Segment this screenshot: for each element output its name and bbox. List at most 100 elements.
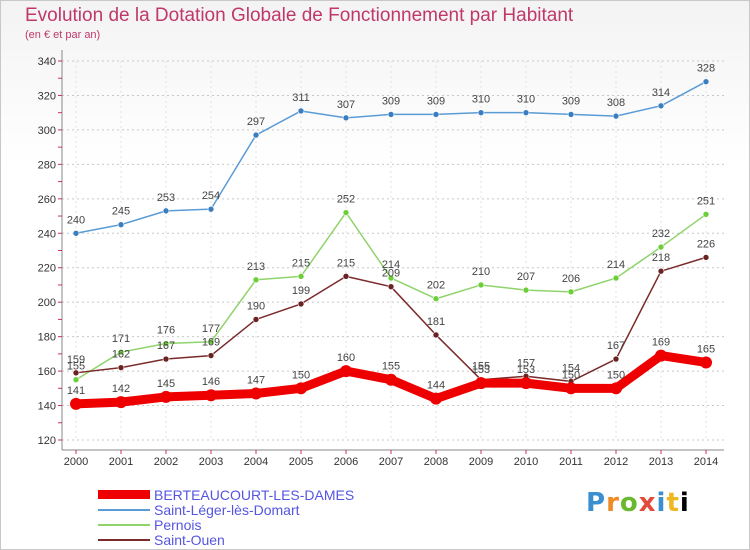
data-label: 176: [157, 325, 175, 337]
data-label: 147: [247, 374, 265, 386]
data-label: 215: [292, 257, 310, 269]
logo-letter: P: [586, 488, 607, 518]
legend-label-saint-leger: Saint-Léger-lès-Domart: [154, 501, 300, 518]
data-label: 206: [562, 273, 580, 285]
data-label: 167: [157, 340, 175, 352]
x-tick-label: 2012: [604, 456, 628, 468]
y-tick-label: 140: [38, 401, 56, 413]
data-label: 308: [607, 97, 625, 109]
data-label: 253: [157, 192, 175, 204]
data-point: [70, 397, 82, 410]
data-point: [430, 392, 442, 405]
data-label: 245: [112, 206, 130, 218]
data-point: [207, 205, 215, 213]
data-point: [297, 273, 305, 280]
data-label: 215: [337, 257, 355, 269]
data-point: [477, 109, 485, 116]
data-point: [612, 274, 620, 282]
x-tick-label: 2001: [109, 456, 133, 468]
y-tick-label: 120: [38, 435, 56, 447]
data-point: [250, 387, 262, 400]
x-tick-label: 2002: [154, 456, 178, 468]
data-label: 251: [697, 195, 715, 207]
data-label: 202: [427, 280, 445, 292]
data-point: [160, 390, 172, 403]
y-tick-label: 280: [38, 159, 56, 171]
data-point: [207, 352, 215, 359]
data-label: 155: [382, 361, 400, 373]
data-label: 214: [382, 259, 400, 271]
chart-subtitle: (en € et par an): [25, 29, 101, 41]
data-label: 314: [652, 87, 670, 99]
y-tick-label: 300: [38, 125, 56, 137]
y-tick-label: 240: [38, 228, 56, 240]
legend-swatch-saint-ouen: [98, 538, 150, 541]
data-label: 240: [67, 214, 85, 226]
data-label: 165: [697, 343, 715, 355]
data-label: 190: [247, 300, 265, 312]
data-point: [657, 102, 665, 110]
x-tick-label: 2004: [244, 456, 268, 468]
data-point: [295, 382, 307, 395]
data-label: 232: [652, 228, 670, 240]
data-label: 142: [112, 383, 130, 395]
data-label: 150: [607, 369, 625, 381]
data-label: 218: [652, 252, 670, 264]
data-label: 141: [67, 385, 85, 397]
data-label: 167: [607, 340, 625, 352]
data-point: [657, 267, 665, 275]
data-point: [252, 131, 260, 139]
data-label: 159: [67, 354, 85, 366]
data-point: [567, 288, 575, 296]
data-point: [252, 276, 260, 284]
data-label: 169: [202, 337, 220, 349]
x-tick-label: 2010: [514, 456, 538, 468]
data-point: [612, 355, 620, 363]
data-point: [252, 316, 260, 323]
data-label: 146: [202, 376, 220, 388]
data-label: 252: [337, 194, 355, 206]
data-point: [117, 364, 125, 371]
logo-letter: o: [619, 488, 639, 518]
data-point: [117, 348, 125, 356]
data-point: [115, 396, 127, 409]
data-point: [205, 389, 217, 402]
data-point: [385, 373, 397, 386]
data-label: 309: [562, 95, 580, 107]
y-tick-label: 200: [38, 297, 56, 309]
data-point: [387, 111, 395, 118]
data-label: 153: [517, 364, 535, 376]
data-label: 181: [427, 316, 445, 328]
data-label: 226: [697, 238, 715, 250]
data-label: 309: [382, 95, 400, 107]
data-label: 169: [652, 337, 670, 349]
data-label: 309: [427, 95, 445, 107]
data-label: 145: [157, 378, 175, 390]
legend-swatch-pernois: [98, 523, 150, 526]
data-point: [702, 254, 710, 261]
x-tick-label: 2011: [559, 456, 583, 468]
chart-title: Evolution de la Dotation Globale de Fonc…: [25, 5, 574, 26]
data-label: 209: [382, 268, 400, 280]
legend-item-saint-ouen: Saint-Ouen: [98, 531, 354, 548]
data-point: [72, 369, 80, 377]
logo-letter: t: [666, 488, 680, 518]
data-point: [387, 283, 395, 290]
data-point: [72, 229, 80, 237]
logo-letter: r: [606, 488, 620, 518]
logo-letter: i: [656, 488, 667, 518]
data-point: [522, 286, 530, 294]
x-tick-label: 2007: [379, 456, 403, 468]
y-tick-label: 320: [38, 90, 56, 102]
series-saint-l-ger-l-s-domart: 240 245 253 254 297 311 307 309 309 310 310 309 308 3…: [67, 63, 715, 237]
x-tick-label: 2008: [424, 456, 448, 468]
x-tick-label: 2005: [289, 456, 313, 468]
data-point: [207, 338, 215, 346]
data-point: [432, 111, 440, 118]
data-point: [432, 331, 440, 339]
data-label: 157: [517, 357, 535, 369]
data-label: 154: [562, 362, 580, 374]
